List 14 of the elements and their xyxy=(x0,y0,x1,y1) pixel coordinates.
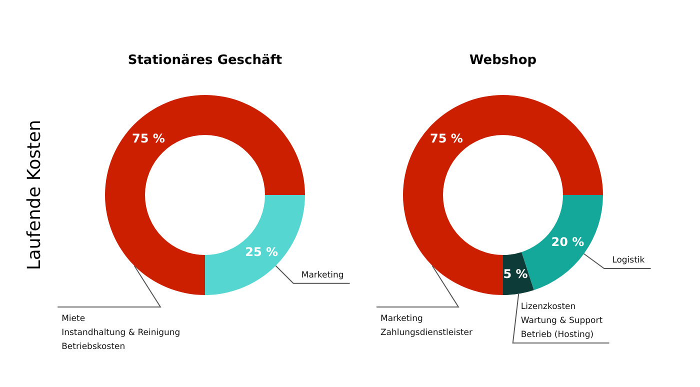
data-label: 75 % xyxy=(132,132,165,146)
text: Laufende Kosten xyxy=(24,120,45,270)
slice-label: Lizenzkosten Wartung & Support Betrieb (Hosting) xyxy=(520,302,604,340)
data-label: 20 % xyxy=(551,235,584,250)
data-label: 25 % xyxy=(245,244,278,259)
slice-label: Marketing Zahlungsdienstleister xyxy=(380,314,473,338)
data-label: 75 % xyxy=(430,132,463,146)
data-label: 5 % xyxy=(503,267,528,282)
slice-label: Miete Instandhaltung & Reinigung Betriebskosten xyxy=(62,314,180,352)
donut-slice xyxy=(403,95,603,295)
chart-title: Webshop xyxy=(469,53,537,68)
chart-title: Stationäres Geschäft xyxy=(128,53,282,68)
slice-label: Logistik xyxy=(612,255,645,266)
slice-label: Marketing xyxy=(301,270,344,280)
